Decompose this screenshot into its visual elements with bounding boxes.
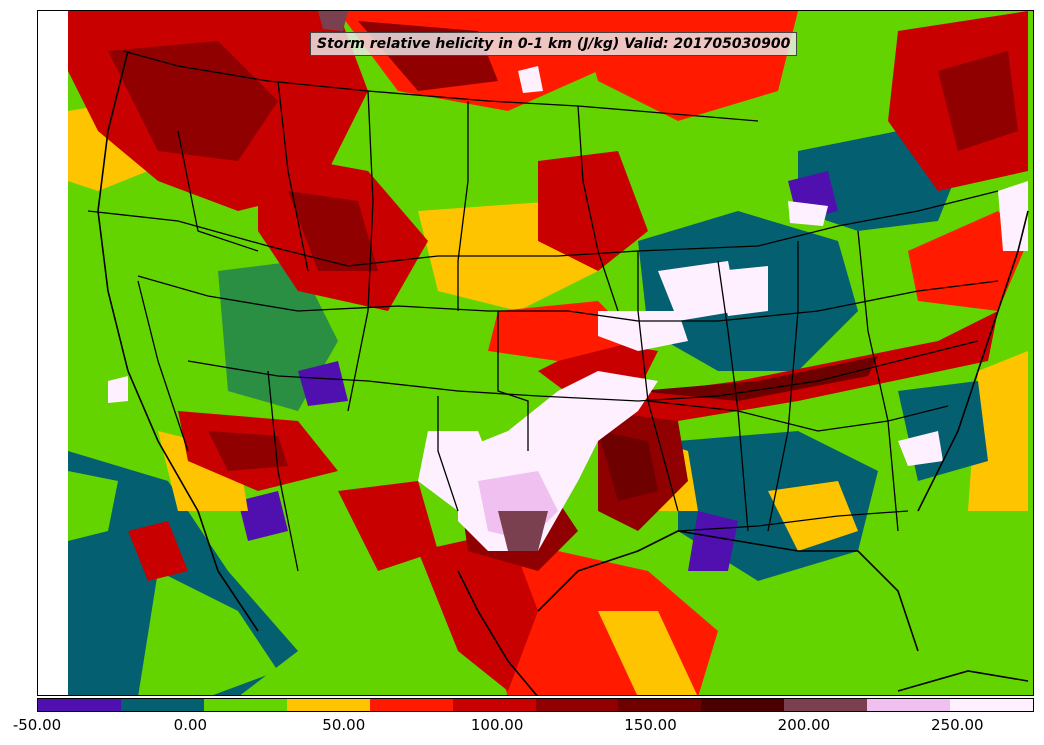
map-outside-domain <box>38 11 68 695</box>
colorbar-tick-label: 150.00 <box>624 716 677 734</box>
colorbar-segment <box>867 699 951 711</box>
colorbar-segment <box>286 699 370 711</box>
colorbar-tick-label: -50.00 <box>12 716 62 734</box>
colorbar-segment <box>618 699 702 711</box>
map-title-box: Storm relative helicity in 0-1 km (J/kg)… <box>310 32 798 56</box>
colorbar-tick-label: 0.00 <box>173 716 208 734</box>
helicity-map: Storm relative helicity in 0-1 km (J/kg)… <box>37 10 1034 696</box>
colorbar-segment <box>950 699 1034 711</box>
colorbar <box>37 698 1034 712</box>
colorbar-segment <box>452 699 536 711</box>
colorbar-segment <box>203 699 287 711</box>
extreme-helicity-areas <box>108 11 1028 551</box>
colorbar-tick-label: 50.00 <box>322 716 366 734</box>
colorbar-tick-label: 200.00 <box>777 716 831 734</box>
colorbar-segment <box>535 699 619 711</box>
colorbar-segment <box>120 699 204 711</box>
offshore-field <box>68 351 1028 695</box>
colorbar-segment <box>369 699 453 711</box>
colorbar-tick-label: 100.00 <box>470 716 524 734</box>
map-canvas <box>38 11 1033 695</box>
state-boundaries <box>87 50 999 572</box>
coastline <box>97 50 1029 695</box>
colorbar-tick-label: 250.00 <box>931 716 984 734</box>
colorbar-segment <box>784 699 868 711</box>
colorbar-segment <box>38 699 121 711</box>
colorbar-segment <box>701 699 785 711</box>
map-title: Storm relative helicity in 0-1 km (J/kg)… <box>317 36 791 52</box>
